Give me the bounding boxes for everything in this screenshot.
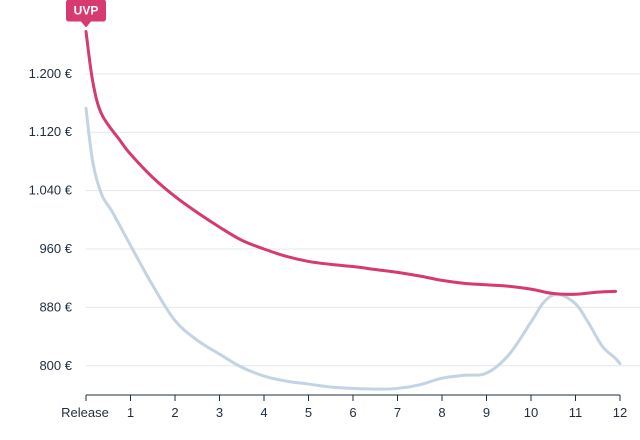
y-tick-label: 880 € — [39, 299, 72, 314]
x-tick-label: 7 — [394, 405, 401, 420]
x-tick-label: 4 — [260, 405, 267, 420]
x-tick-label: 10 — [524, 405, 538, 420]
x-tick-label: 12 — [613, 405, 627, 420]
x-tick-label: Release — [61, 405, 109, 420]
grid-lines — [86, 73, 640, 367]
uvp-annotation: UVP — [66, 0, 106, 28]
y-tick-label: 800 € — [39, 358, 72, 373]
y-axis-ticks: 1.200 € 1.120 € 1.040 € 960 € 880 € 800 € — [29, 66, 73, 373]
x-tick-label: 3 — [216, 405, 223, 420]
y-tick-label: 1.040 € — [29, 183, 73, 198]
series-line-0 — [84, 30, 618, 296]
series-lines — [84, 30, 622, 391]
x-tick-label: 1 — [127, 405, 134, 420]
x-tick-label: 5 — [305, 405, 312, 420]
uvp-badge — [66, 0, 106, 28]
uvp-badge-label: UVP — [74, 4, 99, 18]
x-tick-label: 11 — [569, 405, 583, 420]
x-tick-label: 8 — [438, 405, 445, 420]
y-tick-label: 1.120 € — [29, 124, 73, 139]
x-tick-label: 6 — [349, 405, 356, 420]
x-tick-label: 9 — [483, 405, 490, 420]
x-tick-label: 2 — [171, 405, 178, 420]
y-tick-label: 1.200 € — [29, 66, 73, 81]
y-tick-label: 960 € — [39, 241, 72, 256]
x-axis-ticks: Release 1 2 3 4 5 6 7 8 9 10 11 12 — [61, 395, 627, 420]
